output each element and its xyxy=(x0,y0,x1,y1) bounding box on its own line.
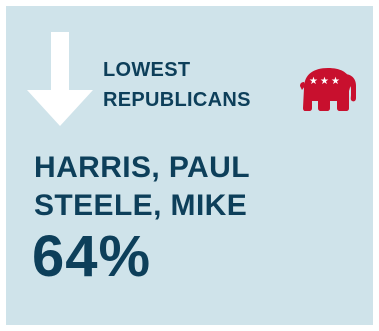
heading-line-1: LOWEST xyxy=(103,59,191,81)
candidate-names: HARRIS, PAUL STEELE, MIKE xyxy=(34,149,250,225)
candidate-name-1: HARRIS, PAUL xyxy=(34,151,250,184)
stat-card: LOWEST REPUBLICANS ★ ★ ★ HARRIS, PAUL ST… xyxy=(6,6,373,325)
svg-text:★: ★ xyxy=(320,76,329,87)
heading-line-2: REPUBLICANS xyxy=(103,89,251,111)
candidate-name-2: STEELE, MIKE xyxy=(34,189,248,222)
svg-text:★: ★ xyxy=(309,76,318,87)
card-heading: LOWEST REPUBLICANS xyxy=(103,55,251,115)
svg-text:★: ★ xyxy=(331,76,340,87)
republican-elephant-icon: ★ ★ ★ xyxy=(300,68,356,111)
percentage-value: 64% xyxy=(32,224,152,289)
down-arrow-icon xyxy=(27,32,93,126)
